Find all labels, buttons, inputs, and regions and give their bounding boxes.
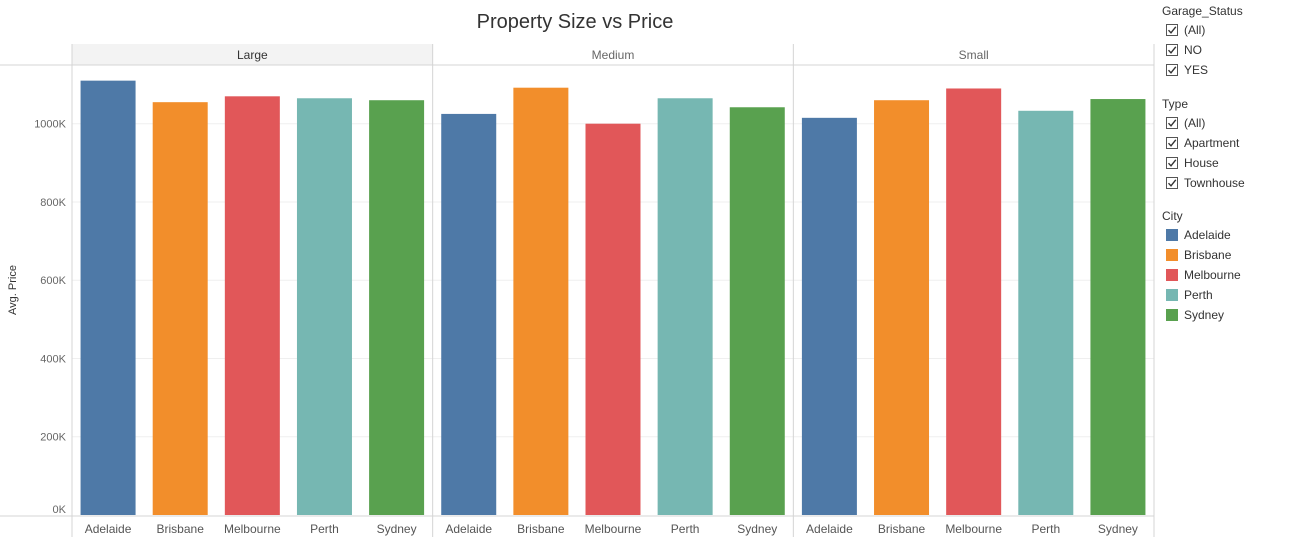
- city-legend-label: Sydney: [1184, 308, 1225, 322]
- city-legend: City Adelaide Brisbane Melbourne Perth Sydne…: [1162, 207, 1241, 325]
- x-tick-label: Melbourne: [585, 522, 642, 536]
- panel-header-label: Medium: [592, 48, 635, 62]
- type-filter: Type (All) Apartment House Townhouse: [1162, 95, 1245, 193]
- bar-chart: Property Size vs Price Large Medium Small 0K…: [0, 11, 1155, 537]
- panel-header-background: [432, 44, 794, 65]
- type-option-label: Apartment: [1184, 136, 1240, 150]
- checkbox-checked-icon[interactable]: [1166, 64, 1178, 76]
- city-legend-item-melbourne[interactable]: Melbourne: [1162, 265, 1241, 285]
- panel-header-background: [793, 44, 1154, 65]
- type-filter-title: Type: [1162, 97, 1189, 111]
- city-legend-item-adelaide[interactable]: Adelaide: [1162, 225, 1241, 245]
- bar-large-sydney: [369, 100, 425, 515]
- y-tick-label: 1000K: [34, 119, 66, 131]
- garage-status-option-label: (All): [1184, 23, 1206, 37]
- bar-small-adelaide: [801, 117, 857, 516]
- y-tick-label: 0K: [53, 504, 67, 516]
- panel-header-label: Large: [237, 48, 268, 62]
- color-swatch-icon: [1166, 249, 1178, 261]
- x-tick-label: Sydney: [1098, 522, 1138, 536]
- y-tick-label: 400K: [40, 353, 66, 365]
- bar-medium-sydney: [729, 107, 785, 516]
- checkbox-checked-icon[interactable]: [1166, 137, 1178, 149]
- city-legend-item-perth[interactable]: Perth: [1162, 285, 1241, 305]
- x-tick-label: Perth: [310, 522, 339, 536]
- checkbox-checked-icon[interactable]: [1166, 24, 1178, 36]
- checkbox-checked-icon[interactable]: [1166, 117, 1178, 129]
- garage-status-option-no[interactable]: NO: [1162, 40, 1243, 60]
- checkbox-checked-icon[interactable]: [1166, 44, 1178, 56]
- chart-area: Property Size vs Price Large Medium Small 0K…: [0, 11, 1155, 537]
- city-legend-label: Adelaide: [1184, 228, 1231, 242]
- type-option-label: (All): [1184, 116, 1206, 130]
- x-tick-label: Adelaide: [445, 522, 492, 536]
- y-tick-label: 200K: [40, 432, 66, 444]
- garage-status-filter: Garage_Status (All) NO YES: [1162, 2, 1243, 80]
- type-option-label: House: [1184, 156, 1219, 170]
- chart-title: Property Size vs Price: [477, 11, 674, 33]
- x-tick-label: Brisbane: [878, 522, 926, 536]
- type-option-all[interactable]: (All): [1162, 113, 1245, 133]
- x-tick-label: Brisbane: [517, 522, 565, 536]
- y-tick-label: 600K: [40, 275, 66, 287]
- color-swatch-icon: [1166, 269, 1178, 281]
- city-legend-label: Brisbane: [1184, 248, 1232, 262]
- type-option-house[interactable]: House: [1162, 153, 1245, 173]
- type-option-apartment[interactable]: Apartment: [1162, 133, 1245, 153]
- bar-small-melbourne: [946, 88, 1002, 515]
- bar-small-sydney: [1090, 99, 1146, 515]
- checkbox-checked-icon[interactable]: [1166, 177, 1178, 189]
- bar-large-perth: [296, 98, 352, 516]
- panel-header-label: Small: [959, 48, 989, 62]
- y-axis-label: Avg. Price: [7, 265, 19, 315]
- panel-header-background: [72, 44, 433, 65]
- city-legend-label: Perth: [1184, 288, 1213, 302]
- type-option-label: Townhouse: [1184, 176, 1245, 190]
- x-tick-label: Perth: [671, 522, 700, 536]
- city-legend-label: Melbourne: [1184, 268, 1241, 282]
- bar-large-melbourne: [224, 96, 280, 515]
- bar-large-adelaide: [80, 80, 136, 516]
- bar-small-perth: [1018, 110, 1074, 516]
- garage-status-filter-title: Garage_Status: [1162, 4, 1243, 18]
- bar-small-brisbane: [874, 100, 930, 515]
- city-legend-title: City: [1162, 209, 1183, 223]
- x-tick-label: Adelaide: [85, 522, 132, 536]
- y-tick-label: 800K: [40, 197, 66, 209]
- x-tick-label: Perth: [1031, 522, 1060, 536]
- color-swatch-icon: [1166, 309, 1178, 321]
- x-tick-label: Melbourne: [224, 522, 281, 536]
- checkbox-checked-icon[interactable]: [1166, 157, 1178, 169]
- color-swatch-icon: [1166, 289, 1178, 301]
- color-swatch-icon: [1166, 229, 1178, 241]
- city-legend-item-sydney[interactable]: Sydney: [1162, 305, 1241, 325]
- type-option-townhouse[interactable]: Townhouse: [1162, 173, 1245, 193]
- x-tick-label: Melbourne: [945, 522, 1002, 536]
- x-tick-label: Sydney: [377, 522, 417, 536]
- x-tick-label: Brisbane: [157, 522, 205, 536]
- legend-panel: Garage_Status (All) NO YES Type (All) Apart…: [1162, 0, 1312, 544]
- bar-large-brisbane: [152, 102, 208, 515]
- garage-status-option-all[interactable]: (All): [1162, 20, 1243, 40]
- city-legend-item-brisbane[interactable]: Brisbane: [1162, 245, 1241, 265]
- bar-medium-brisbane: [513, 87, 569, 516]
- bar-medium-perth: [657, 98, 713, 516]
- garage-status-option-label: YES: [1184, 63, 1209, 77]
- bar-medium-melbourne: [585, 123, 641, 516]
- garage-status-option-label: NO: [1184, 43, 1202, 57]
- x-tick-label: Adelaide: [806, 522, 853, 536]
- bar-medium-adelaide: [441, 113, 497, 516]
- x-tick-label: Sydney: [737, 522, 777, 536]
- garage-status-option-yes[interactable]: YES: [1162, 60, 1243, 80]
